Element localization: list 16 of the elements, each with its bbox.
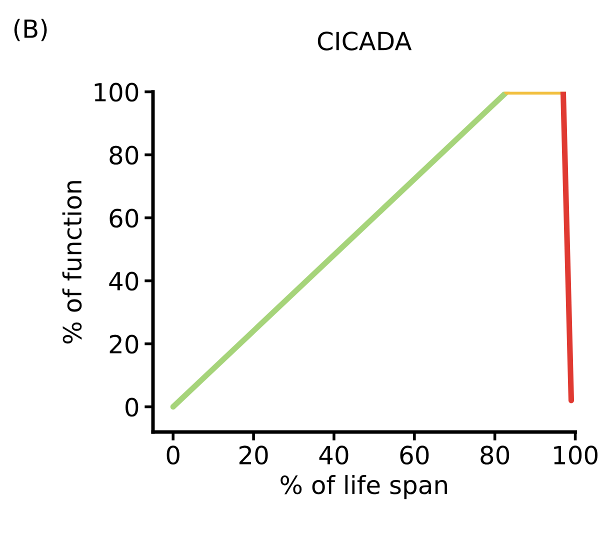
y-tick-label: 40 — [109, 272, 138, 291]
x-tick-label: 60 — [400, 446, 429, 465]
y-axis-title: % of function — [62, 181, 82, 344]
x-tick-label: 80 — [480, 446, 510, 465]
x-tick-label: 100 — [554, 446, 598, 465]
text: (B) — [14, 18, 47, 42]
x-tick-label: 0 — [166, 446, 180, 465]
x-tick-label: 40 — [319, 446, 348, 465]
y-tick-label: 20 — [110, 334, 138, 354]
y-tick-label: 0 — [126, 398, 138, 417]
y-tick-label: 60 — [110, 208, 138, 228]
x-axis-title: % of life span — [280, 474, 447, 500]
y-tick-label: 100 — [94, 82, 138, 102]
y-tick-label: 80 — [110, 146, 138, 165]
chart-title: CICADA — [318, 32, 412, 50]
x-tick-label: 20 — [239, 446, 268, 465]
